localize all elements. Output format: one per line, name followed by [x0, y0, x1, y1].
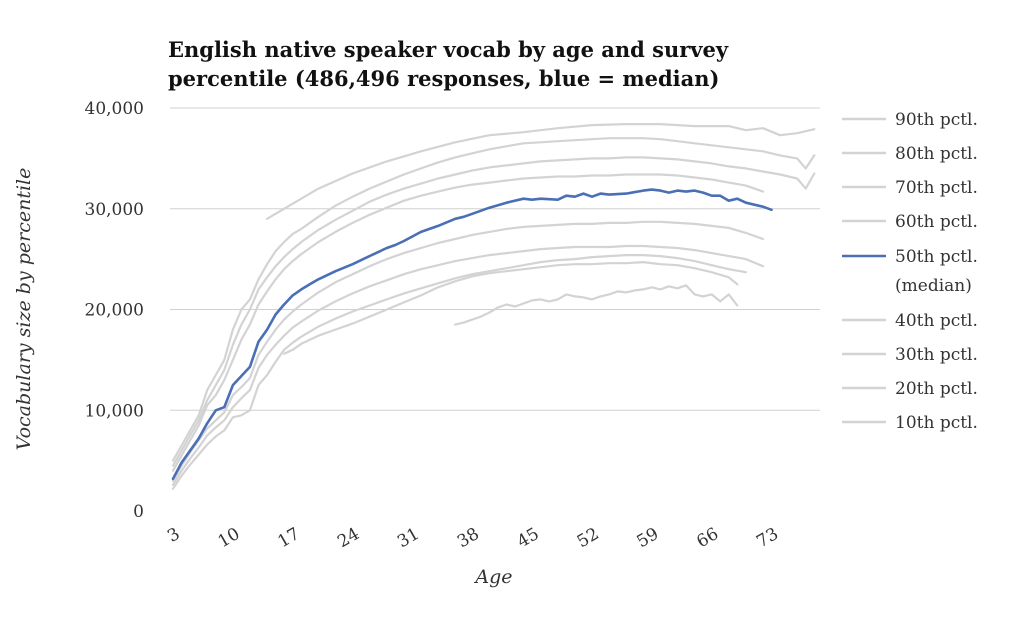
series-line-40th-pctl — [171, 220, 765, 482]
y-axis-ticks: 0 10,000 20,000 30,000 40,000 — [85, 99, 144, 522]
x-tick-label: 59 — [634, 524, 663, 552]
legend: 90th pctl. 80th pctl. 70th pctl. 60th pctl.… — [842, 110, 978, 433]
legend-label: 10th pctl. — [895, 413, 978, 433]
x-tick-label: 45 — [514, 524, 543, 552]
x-tick-label: 10 — [215, 524, 244, 552]
legend-label: 80th pctl. — [895, 144, 978, 164]
gridlines — [170, 107, 820, 411]
x-tick-label: 31 — [394, 524, 423, 552]
legend-label-sub: (median) — [895, 276, 972, 296]
chart-title-line-1: English native speaker vocab by age and … — [168, 37, 729, 62]
series-line-10th-pctl — [283, 261, 739, 355]
series-line-10th-pctl-upper-segment — [454, 284, 739, 326]
x-tick-label: 66 — [693, 524, 722, 552]
series-line-20th-pctl — [171, 254, 747, 490]
series-line-90th-pctl — [266, 123, 816, 220]
x-tick-label: 3 — [164, 524, 183, 547]
y-tick-label: 10,000 — [85, 401, 144, 421]
x-tick-label: 17 — [274, 524, 303, 552]
y-tick-label: 20,000 — [85, 301, 144, 321]
legend-label: 50th pctl. — [895, 247, 978, 267]
series-line-80th-pctl — [171, 137, 816, 462]
legend-label: 30th pctl. — [895, 345, 978, 365]
x-axis-ticks: 3 10 17 24 31 38 45 52 59 66 73 — [164, 524, 782, 552]
series-line-30th-pctl — [171, 244, 765, 486]
x-tick-label: 38 — [454, 524, 483, 552]
series-line-70th-pctl — [171, 156, 816, 467]
legend-label: 70th pctl. — [895, 178, 978, 198]
y-tick-label: 0 — [133, 502, 144, 522]
y-tick-label: 30,000 — [85, 200, 144, 220]
y-tick-label: 40,000 — [85, 99, 144, 119]
series-line-60th-pctl — [171, 173, 765, 472]
legend-label: 40th pctl. — [895, 311, 978, 331]
legend-label: 90th pctl. — [895, 110, 978, 130]
plot-area — [171, 123, 816, 490]
y-axis-title: Vocabulary size by percentile — [13, 168, 35, 451]
x-tick-label: 73 — [753, 524, 782, 552]
x-tick-label: 52 — [574, 524, 603, 552]
chart-title-line-2: percentile (486,496 responses, blue = me… — [168, 66, 719, 91]
x-tick-label: 24 — [334, 524, 363, 552]
series-line-50th-pctl — [171, 188, 773, 481]
x-axis-title: Age — [473, 566, 512, 588]
legend-label: 60th pctl. — [895, 212, 978, 232]
legend-label: 20th pctl. — [895, 379, 978, 399]
